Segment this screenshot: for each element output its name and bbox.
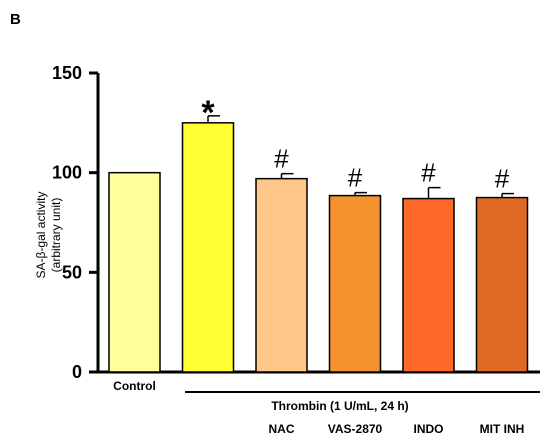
y-tick-label: 100 [52,163,82,183]
category-label: Control [113,379,156,393]
significance-marker: # [274,144,289,174]
y-axis-title-line2: (arbitrary unit) [49,198,63,273]
y-ticks: 0 50 100 150 [52,63,98,382]
category-labels: Control NAC VAS-2870 INDO MIT INH [113,379,524,436]
bar [181,122,235,373]
category-label: VAS-2870 [328,422,383,436]
y-axis-title-line1: SA-β-gal activity [34,192,48,279]
y-tick-label: 50 [62,262,82,282]
panel-label: B [10,11,21,28]
bar [108,171,161,373]
significance-marker: # [421,158,436,188]
significance-marker: * [201,94,215,132]
significance-marker: # [495,164,510,194]
category-label: INDO [414,422,444,436]
y-tick-label: 150 [52,63,82,83]
bar [255,177,308,373]
category-label: NAC [269,422,295,436]
bar [328,194,382,373]
y-axis-title: SA-β-gal activity (arbitrary unit) [34,192,63,279]
y-tick-label: 0 [72,362,82,382]
category-label: MIT INH [480,422,525,436]
thrombin-group-label: Thrombin (1 U/mL, 24 h) [271,399,408,413]
significance-marker: # [348,163,363,193]
bar [402,197,455,373]
bars: * # # # # [108,94,529,373]
bar [475,196,529,373]
